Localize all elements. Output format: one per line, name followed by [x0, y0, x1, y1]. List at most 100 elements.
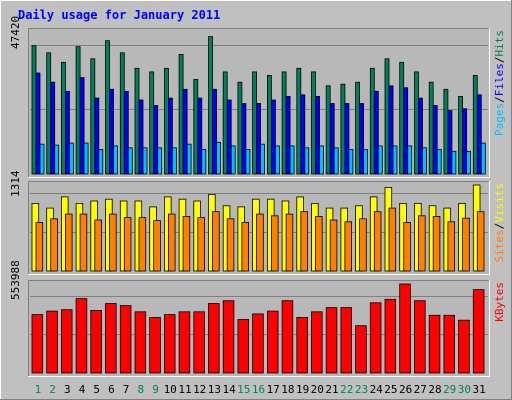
bar-files-day-10	[167, 97, 173, 175]
bar-hits-day-6	[105, 40, 110, 175]
legend-item-hits-files-pages-1: /	[493, 96, 506, 103]
bar-files-day-5	[94, 97, 100, 175]
bar-sites-day-5	[94, 219, 102, 272]
bar-kbytes-day-5	[90, 309, 102, 374]
bar-hits-day-21	[325, 85, 331, 175]
bar-sites-day-7	[123, 217, 132, 272]
bar-pages-day-25	[392, 145, 398, 175]
bar-sites-day-4	[79, 213, 88, 272]
legend-item-hits-files-pages-4: Hits	[493, 30, 506, 57]
bar-pages-day-4	[83, 142, 89, 175]
x-tick-day-28: 28	[428, 383, 441, 396]
x-tick-day-12: 12	[193, 383, 206, 396]
bar-hits-day-8	[134, 67, 140, 175]
bar-pages-day-15	[245, 148, 251, 175]
bar-pages-day-5	[98, 148, 104, 175]
bar-pages-day-9	[157, 147, 163, 175]
bar-kbytes-day-14	[222, 300, 235, 374]
bar-files-day-21	[329, 103, 335, 175]
bar-kbytes-day-22	[340, 307, 352, 374]
bar-kbytes-day-2	[46, 310, 58, 374]
bar-kbytes-day-20	[311, 311, 323, 374]
bar-sites-day-22	[344, 221, 352, 272]
bar-sites-day-14	[226, 218, 235, 272]
legend-item-visits-sites-2: Visits	[493, 183, 506, 223]
bar-sites-day-27	[418, 215, 426, 272]
x-tick-day-17: 17	[267, 383, 280, 396]
x-tick-day-25: 25	[384, 383, 397, 396]
legend-item-visits-sites-0: Sites	[493, 229, 506, 262]
bar-pages-day-30	[466, 150, 472, 175]
bar-hits-day-12	[193, 79, 199, 175]
bar-hits-day-15	[237, 81, 243, 175]
legend-kbytes: KBytes	[493, 282, 506, 322]
bar-hits-day-29	[443, 88, 449, 175]
x-tick-day-21: 21	[325, 383, 338, 396]
bar-hits-day-13	[208, 36, 213, 175]
bar-sites-day-20	[315, 215, 323, 272]
bar-files-day-11	[182, 88, 188, 175]
chart-title: Daily usage for January 2011	[18, 8, 220, 22]
bar-hits-day-27	[414, 71, 419, 175]
bar-hits-day-18	[281, 71, 287, 175]
bar-pages-day-12	[201, 148, 207, 175]
bar-sites-day-13	[212, 211, 220, 272]
bar-hits-day-10	[163, 67, 169, 175]
x-tick-day-18: 18	[281, 383, 294, 396]
bar-hits-day-7	[119, 52, 125, 175]
bar-sites-day-8	[138, 217, 147, 272]
bar-hits-day-25	[384, 58, 390, 175]
bar-files-day-7	[123, 90, 129, 175]
bar-hits-day-28	[428, 81, 434, 175]
bar-sites-day-9	[153, 220, 161, 272]
legend-item-visits-sites-1: /	[493, 223, 506, 230]
bar-hits-day-5	[90, 58, 96, 175]
bar-sites-day-30	[462, 217, 470, 272]
x-tick-day-15: 15	[237, 383, 250, 396]
bar-sites-day-6	[109, 213, 117, 272]
bar-kbytes-day-19	[296, 316, 308, 374]
x-tick-day-29: 29	[443, 383, 456, 396]
bar-pages-day-28	[436, 148, 442, 175]
bar-pages-day-21	[333, 147, 339, 175]
bar-sites-day-25	[388, 207, 397, 272]
bar-sites-day-31	[476, 211, 485, 272]
bar-sites-day-15	[241, 221, 249, 272]
x-tick-day-27: 27	[414, 383, 427, 396]
x-tick-day-11: 11	[178, 383, 191, 396]
bar-pages-day-29	[451, 150, 457, 175]
max-label-visits-sites: 1314	[9, 170, 22, 197]
bar-hits-day-20	[311, 71, 316, 175]
legend-visits-sites: Sites/Visits	[493, 183, 506, 263]
bar-hits-day-26	[399, 61, 405, 175]
bar-kbytes-day-30	[458, 319, 470, 374]
bar-pages-day-26	[407, 145, 413, 175]
bar-sites-day-3	[65, 213, 73, 272]
max-label-kbytes: 553988	[9, 260, 22, 300]
x-tick-day-10: 10	[164, 383, 177, 396]
bar-sites-day-16	[256, 213, 264, 272]
bar-pages-day-19	[304, 147, 310, 175]
bar-pages-day-23	[363, 148, 369, 175]
x-tick-day-8: 8	[137, 383, 144, 396]
bar-files-day-17	[270, 99, 276, 175]
bar-pages-day-22	[348, 148, 354, 175]
bar-kbytes-day-13	[208, 303, 220, 374]
bar-sites-day-11	[182, 215, 191, 272]
bar-pages-day-6	[113, 145, 118, 175]
legend-item-hits-files-pages-3: /	[493, 57, 506, 64]
bar-kbytes-day-25	[384, 298, 397, 374]
bar-kbytes-day-1	[31, 314, 44, 374]
bar-files-day-9	[153, 105, 159, 175]
x-tick-day-3: 3	[64, 383, 71, 396]
bar-kbytes-day-31	[472, 289, 485, 374]
bar-kbytes-day-15	[237, 319, 249, 374]
bar-kbytes-day-4	[75, 298, 88, 374]
legend-item-hits-files-pages-2: Files	[493, 63, 506, 96]
x-axis-labels: 1 2 3 4 5 6 7 8 9 10 11 12 13 14 15 16 17 18 19 20 21 22 23 24 2…	[35, 383, 486, 396]
bar-files-day-19	[300, 94, 306, 175]
bar-hits-day-31	[472, 75, 478, 175]
bar-sites-day-12	[197, 217, 205, 272]
bar-hits-day-3	[61, 61, 66, 175]
bar-hits-day-30	[458, 96, 464, 175]
